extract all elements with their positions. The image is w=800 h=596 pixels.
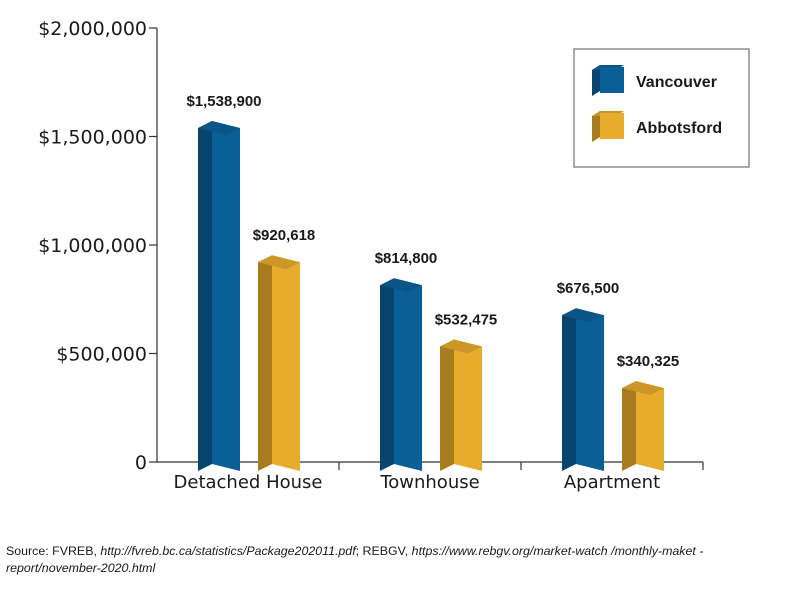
data-label: $340,325 — [617, 353, 680, 370]
source-url-rebgv: https://www.rebgv.org/market-watch /mont… — [6, 544, 704, 575]
data-label: $676,500 — [557, 280, 620, 297]
legend-swatch — [600, 67, 624, 93]
bar-side — [562, 308, 576, 471]
bar-side — [440, 339, 454, 471]
y-tick-label: $500,000 — [56, 344, 147, 366]
bar-top — [562, 308, 604, 323]
source-middle: ; REBGV, — [355, 544, 412, 558]
y-tick-label: $1,500,000 — [38, 127, 147, 149]
bar-side — [380, 278, 394, 471]
data-label: $814,800 — [375, 250, 438, 267]
bar-top — [440, 339, 482, 354]
bar — [454, 339, 482, 471]
category-label: Apartment — [564, 472, 660, 493]
bar — [394, 278, 422, 471]
category-label: Townhouse — [379, 472, 479, 493]
bar-side — [198, 121, 212, 471]
legend-swatch-side — [592, 111, 600, 142]
bar-side — [258, 255, 272, 471]
legend-label: Abbotsford — [636, 120, 722, 137]
bar-side — [622, 381, 636, 471]
bar — [636, 381, 664, 471]
legend-swatch — [600, 113, 624, 139]
data-label: $532,475 — [435, 311, 498, 328]
y-tick-label: $2,000,000 — [38, 18, 147, 40]
source-url-fvreb: http://fvreb.bc.ca/statistics/Package202… — [100, 544, 356, 558]
category-label: Detached House — [174, 472, 323, 493]
source-prefix: Source: FVREB, — [6, 544, 101, 558]
bar-top — [380, 278, 422, 293]
y-tick-label: $1,000,000 — [38, 235, 147, 257]
bar — [576, 308, 604, 471]
bar — [212, 121, 240, 471]
bar-top — [198, 121, 240, 136]
y-tick-label: 0 — [135, 452, 147, 474]
bar — [272, 255, 300, 471]
bar-top — [622, 381, 664, 396]
legend-label: Vancouver — [636, 74, 717, 91]
source-note: Source: FVREB, http://fvreb.bc.ca/statis… — [6, 543, 786, 577]
bar-top — [258, 255, 300, 270]
data-label: $1,538,900 — [186, 93, 261, 110]
legend-swatch-side — [592, 65, 600, 96]
data-label: $920,618 — [253, 227, 316, 244]
